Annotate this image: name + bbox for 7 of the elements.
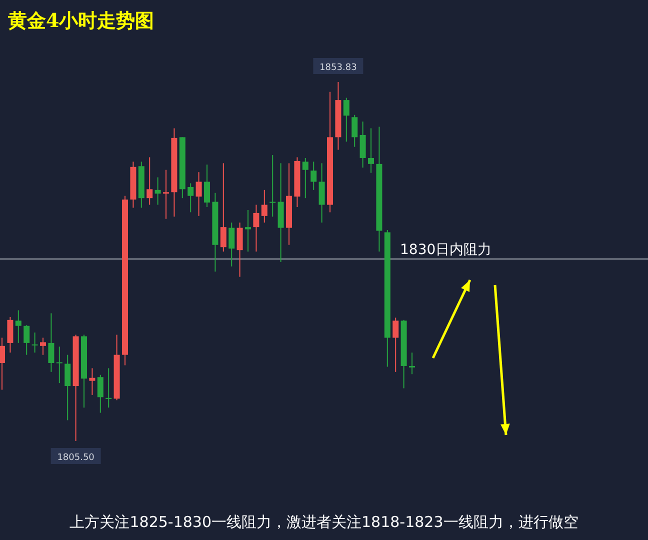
annotation: 1805.50 bbox=[57, 453, 95, 463]
annotation: 1853.83 bbox=[320, 63, 357, 73]
chart-title: 黄金4小时走势图 bbox=[7, 10, 154, 32]
text: 上方关注1825-1830一线阻力，激进者关注1818-1823一线阻力，进行做空 bbox=[70, 513, 578, 531]
ref-line-label: 1830日内阻力 bbox=[400, 242, 492, 258]
price-label: 1853.83 bbox=[313, 58, 364, 74]
price-label: 1805.50 bbox=[50, 448, 101, 464]
